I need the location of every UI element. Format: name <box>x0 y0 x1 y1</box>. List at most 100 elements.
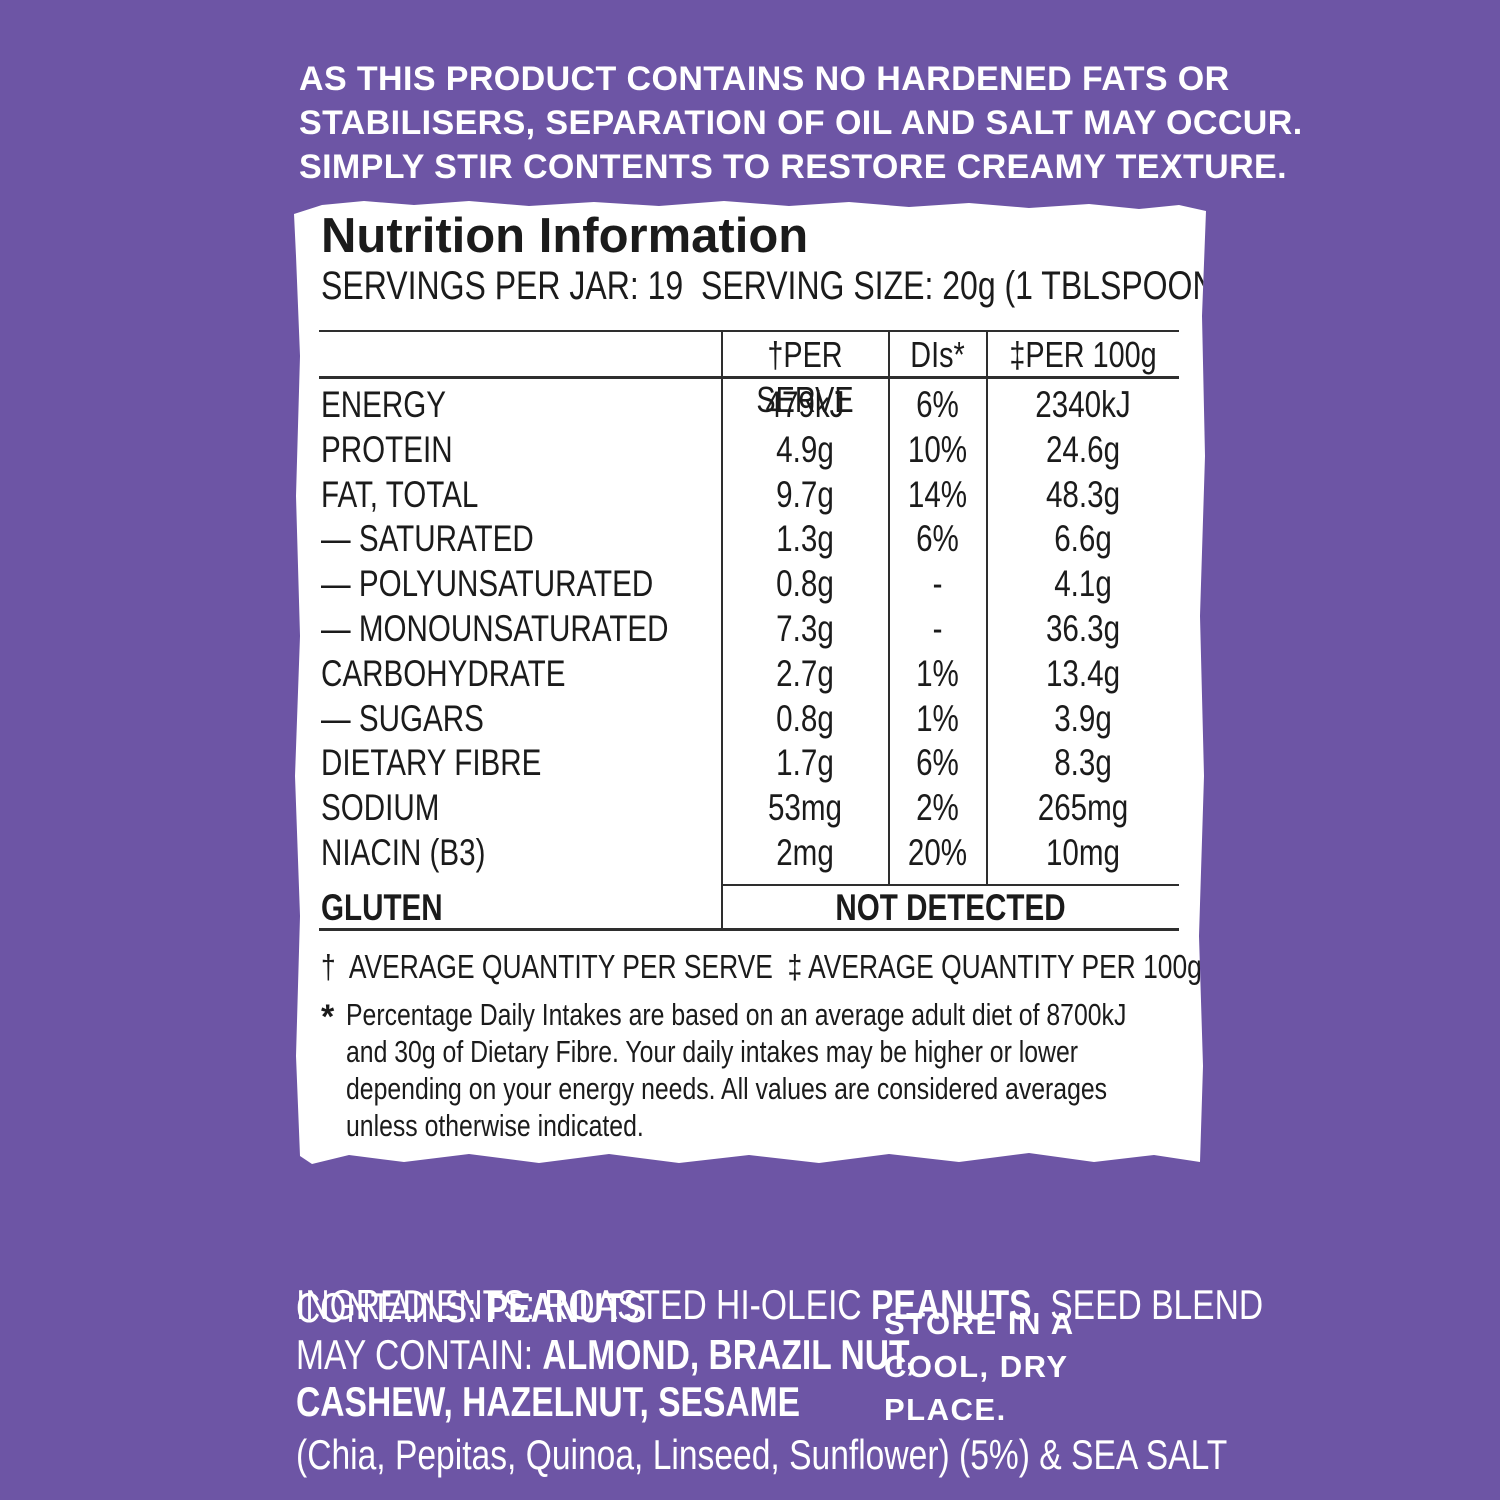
row-label: SODIUM <box>321 787 440 828</box>
storage-line: COOL, DRY <box>884 1349 1069 1384</box>
row-per-serve: 0.8g <box>776 698 834 739</box>
row-label: DIETARY FIBRE <box>321 742 542 783</box>
column-header-per-serve: †PER SERVE <box>756 334 854 420</box>
contains-value: PEANUTS <box>485 1284 647 1331</box>
row-per-100g: 48.3g <box>1045 474 1121 515</box>
ingredients-prefix: INGREDIENTS: ROASTED HI-OLEIC <box>296 1281 872 1328</box>
table-row: — MONOUNSATURATED 7.3g - 36.3g <box>319 606 1179 651</box>
footnote-daily-intake: Percentage Daily Intakes are based on an… <box>346 996 1126 1144</box>
storage-line: PLACE. <box>884 1392 1007 1427</box>
row-di: 10% <box>907 429 968 470</box>
row-per-100g: 24.6g <box>1045 429 1121 470</box>
row-per-100g: 13.4g <box>1045 653 1121 694</box>
row-per-serve: 53mg <box>767 787 843 828</box>
row-label: PROTEIN <box>321 429 453 470</box>
ingredients-tail: , SEED BLEND <box>1031 1281 1264 1328</box>
table-row: — SUGARS 0.8g 1% 3.9g <box>319 696 1179 741</box>
footnote-average-quantity: † AVERAGE QUANTITY PER SERVE ‡ AVERAGE Q… <box>321 948 1202 985</box>
footnote-daily-intake-line: and 30g of Dietary Fibre. Your daily int… <box>346 1034 1078 1069</box>
contains-statement: CONTAINS: PEANUTS <box>296 1284 646 1332</box>
table-row: — POLYUNSATURATED 0.8g - 4.1g <box>319 561 1179 606</box>
row-di: 14% <box>907 474 968 515</box>
contains-label: CONTAINS: <box>296 1284 486 1331</box>
may-contain-label: MAY CONTAIN: <box>296 1331 543 1378</box>
row-per-serve: 2mg <box>776 832 834 873</box>
table-row: FAT, TOTAL 9.7g 14% 48.3g <box>319 472 1179 517</box>
table-top-border <box>319 330 1179 332</box>
column-header-di: DIs* <box>910 334 965 375</box>
row-label: — MONOUNSATURATED <box>321 608 669 649</box>
row-per-serve: 479kJ <box>765 384 845 425</box>
table-header-separator <box>319 376 1179 379</box>
gluten-row: GLUTEN NOT DETECTED <box>319 885 1179 930</box>
table-bottom-border <box>319 928 1179 931</box>
row-label: CARBOHYDRATE <box>321 653 566 694</box>
row-per-serve: 1.7g <box>776 742 834 783</box>
nutrition-panel: Nutrition Information SERVINGS PER JAR: … <box>294 201 1206 1164</box>
row-per-100g: 4.1g <box>1054 563 1112 604</box>
servings-line: SERVINGS PER JAR: 19 SERVING SIZE: 20g (… <box>321 264 1227 308</box>
row-di: 6% <box>916 742 959 783</box>
ingredients-text: INGREDIENTS: ROASTED HI-OLEIC PEANUTS, S… <box>296 1180 1263 1500</box>
table-column-divider <box>986 330 988 884</box>
row-per-serve: 7.3g <box>776 608 834 649</box>
column-header-per-100g: ‡PER 100g <box>1009 334 1157 375</box>
table-header-row: †PER SERVE DIs* ‡PER 100g <box>319 332 1179 420</box>
footnote-daily-intake-line: depending on your energy needs. All valu… <box>346 1071 1108 1106</box>
separation-notice: AS THIS PRODUCT CONTAINS NO HARDENED FAT… <box>299 57 1303 189</box>
separation-notice-line: SIMPLY STIR CONTENTS TO RESTORE CREAMY T… <box>299 148 1287 186</box>
gluten-row-separator <box>721 884 1179 886</box>
row-per-100g: 6.6g <box>1054 518 1112 559</box>
footnote-asterisk: * <box>321 998 335 1036</box>
row-label: — SUGARS <box>321 698 484 739</box>
row-di: 2% <box>916 787 959 828</box>
row-di: - <box>932 608 943 649</box>
row-per-100g: 8.3g <box>1054 742 1112 783</box>
gluten-row-label: GLUTEN <box>321 887 443 928</box>
row-label: NIACIN (B3) <box>321 832 486 873</box>
ingredients-line-1: INGREDIENTS: ROASTED HI-OLEIC PEANUTS, S… <box>296 1280 1263 1330</box>
row-per-serve: 2.7g <box>776 653 834 694</box>
table-row: PROTEIN 4.9g 10% 24.6g <box>319 427 1179 472</box>
row-per-serve: 1.3g <box>776 518 834 559</box>
table-row: ENERGY 479kJ 6% 2340kJ <box>319 382 1179 427</box>
may-contain-statement: MAY CONTAIN: ALMOND, BRAZIL NUT, <box>296 1331 915 1379</box>
row-per-serve: 9.7g <box>776 474 834 515</box>
storage-line: STORE IN A <box>884 1306 1075 1341</box>
table-row: — SATURATED 1.3g 6% 6.6g <box>319 516 1179 561</box>
row-per-100g: 2340kJ <box>1035 384 1131 425</box>
row-di: 6% <box>916 518 959 559</box>
row-di: 1% <box>916 653 959 694</box>
may-contain-value: ALMOND, BRAZIL NUT, <box>542 1331 916 1378</box>
row-per-100g: 3.9g <box>1054 698 1112 739</box>
table-row: CARBOHYDRATE 2.7g 1% 13.4g <box>319 651 1179 696</box>
separation-notice-line: AS THIS PRODUCT CONTAINS NO HARDENED FAT… <box>299 60 1230 98</box>
table-row: SODIUM 53mg 2% 265mg <box>319 785 1179 830</box>
separation-notice-line: STABILISERS, SEPARATION OF OIL AND SALT … <box>299 104 1303 142</box>
table-column-divider <box>888 330 890 884</box>
row-per-100g: 10mg <box>1045 832 1121 873</box>
row-per-100g: 36.3g <box>1045 608 1121 649</box>
row-di: 1% <box>916 698 959 739</box>
storage-instructions: STORE IN A COOL, DRY PLACE. <box>884 1302 1075 1431</box>
row-per-100g: 265mg <box>1037 787 1129 828</box>
footnote-daily-intake-line: Percentage Daily Intakes are based on an… <box>346 997 1127 1032</box>
row-label: ENERGY <box>321 384 447 425</box>
may-contain-statement-line2: CASHEW, HAZELNUT, SESAME <box>296 1378 801 1425</box>
table-row: DIETARY FIBRE 1.7g 6% 8.3g <box>319 740 1179 785</box>
table-row: NIACIN (B3) 2mg 20% 10mg <box>319 830 1179 875</box>
ingredients-line-2: (Chia, Pepitas, Quinoa, Linseed, Sunflow… <box>296 1431 1228 1478</box>
table-column-divider <box>721 330 723 930</box>
row-di: 6% <box>916 384 959 425</box>
footnote-daily-intake-line: unless otherwise indicated. <box>346 1108 644 1143</box>
ingredients-allergen-peanuts: PEANUTS <box>871 1281 1032 1328</box>
row-label: — SATURATED <box>321 518 534 559</box>
row-per-serve: 0.8g <box>776 563 834 604</box>
row-di: 20% <box>907 832 968 873</box>
row-per-serve: 4.9g <box>776 429 834 470</box>
row-label: FAT, TOTAL <box>321 474 479 515</box>
row-label: — POLYUNSATURATED <box>321 563 654 604</box>
nutrition-panel-title: Nutrition Information <box>321 209 809 263</box>
row-di: - <box>932 563 943 604</box>
